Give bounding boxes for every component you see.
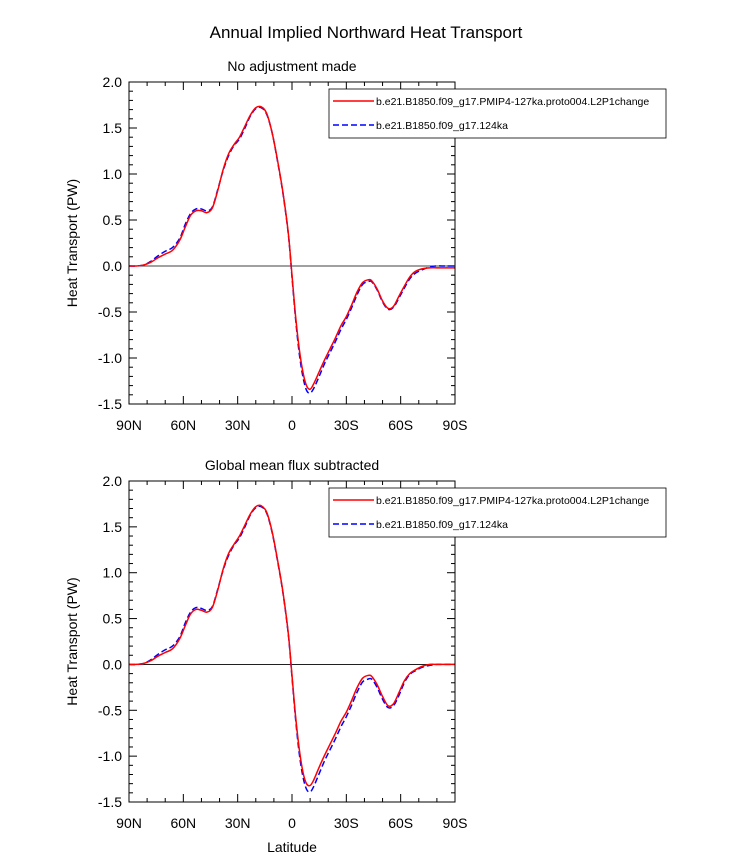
plot-frame — [128, 81, 456, 405]
x-tick-label: 0 — [288, 815, 296, 831]
figure-title: Annual Implied Northward Heat Transport — [210, 23, 523, 42]
series-group — [129, 105, 455, 394]
y-tick-label: 1.5 — [103, 120, 123, 136]
legend-box — [328, 88, 667, 139]
y-tick-label: 0.5 — [103, 212, 123, 228]
x-tick-label: 30N — [225, 417, 251, 433]
x-tick-label: 90N — [116, 815, 142, 831]
y-tick-label: 1.0 — [103, 565, 123, 581]
y-tick-label: -0.5 — [98, 702, 122, 718]
legend-entry: b.e21.B1850.f09_g17.PMIP4-127ka.proto004… — [376, 96, 649, 108]
x-tick-label: 60N — [170, 815, 196, 831]
x-tick-label: 90S — [443, 815, 468, 831]
series-line-red — [129, 105, 455, 391]
y-tick-label: -1.5 — [98, 794, 122, 810]
y-tick-label: -1.0 — [98, 748, 122, 764]
y-tick-label: 1.5 — [103, 519, 123, 535]
series-line-blue — [129, 106, 455, 394]
legend-entry: b.e21.B1850.f09_g17.124ka — [376, 519, 508, 531]
x-tick-label: 0 — [288, 417, 296, 433]
x-axis-label: Latitude — [267, 839, 317, 855]
series-group — [129, 504, 455, 793]
series-line-blue — [129, 505, 455, 793]
panel-title: No adjustment made — [227, 58, 356, 74]
y-tick-label: 0.0 — [103, 656, 123, 672]
legend-entry: b.e21.B1850.f09_g17.124ka — [376, 120, 508, 132]
legend-box — [328, 487, 667, 538]
y-axis-label: Heat Transport (PW) — [64, 179, 80, 307]
y-tick-label: -0.5 — [98, 304, 122, 320]
plot-frame — [128, 480, 456, 803]
x-tick-label: 90S — [443, 417, 468, 433]
x-tick-label: 30S — [334, 417, 359, 433]
x-tick-label: 90N — [116, 417, 142, 433]
x-tick-label: 60N — [170, 417, 196, 433]
series-line-red — [129, 504, 455, 787]
legend: b.e21.B1850.f09_g17.PMIP4-127ka.proto004… — [328, 88, 667, 139]
y-tick-label: -1.5 — [98, 396, 122, 412]
y-axis-label: Heat Transport (PW) — [64, 577, 80, 705]
legend-entry: b.e21.B1850.f09_g17.PMIP4-127ka.proto004… — [376, 495, 649, 507]
x-tick-label: 60S — [388, 815, 413, 831]
y-tick-label: 2.0 — [103, 74, 123, 90]
x-tick-label: 30N — [225, 815, 251, 831]
chart-panel-2: Global mean flux subtracted -1.5 -1.0 -0.5 0… — [64, 457, 667, 855]
x-tick-label: 30S — [334, 815, 359, 831]
x-tick-label: 60S — [388, 417, 413, 433]
panel-title: Global mean flux subtracted — [205, 457, 379, 473]
y-tick-label: 1.0 — [103, 166, 123, 182]
y-tick-label: 2.0 — [103, 473, 123, 489]
y-tick-label: 0.0 — [103, 258, 123, 274]
y-tick-label: -1.0 — [98, 350, 122, 366]
y-tick-label: 0.5 — [103, 611, 123, 627]
chart-panel-1: No adjustment made -1.5 -1.0 -0.5 0.0 0.5 1.0 1… — [64, 58, 667, 433]
legend: b.e21.B1850.f09_g17.PMIP4-127ka.proto004… — [328, 487, 667, 538]
